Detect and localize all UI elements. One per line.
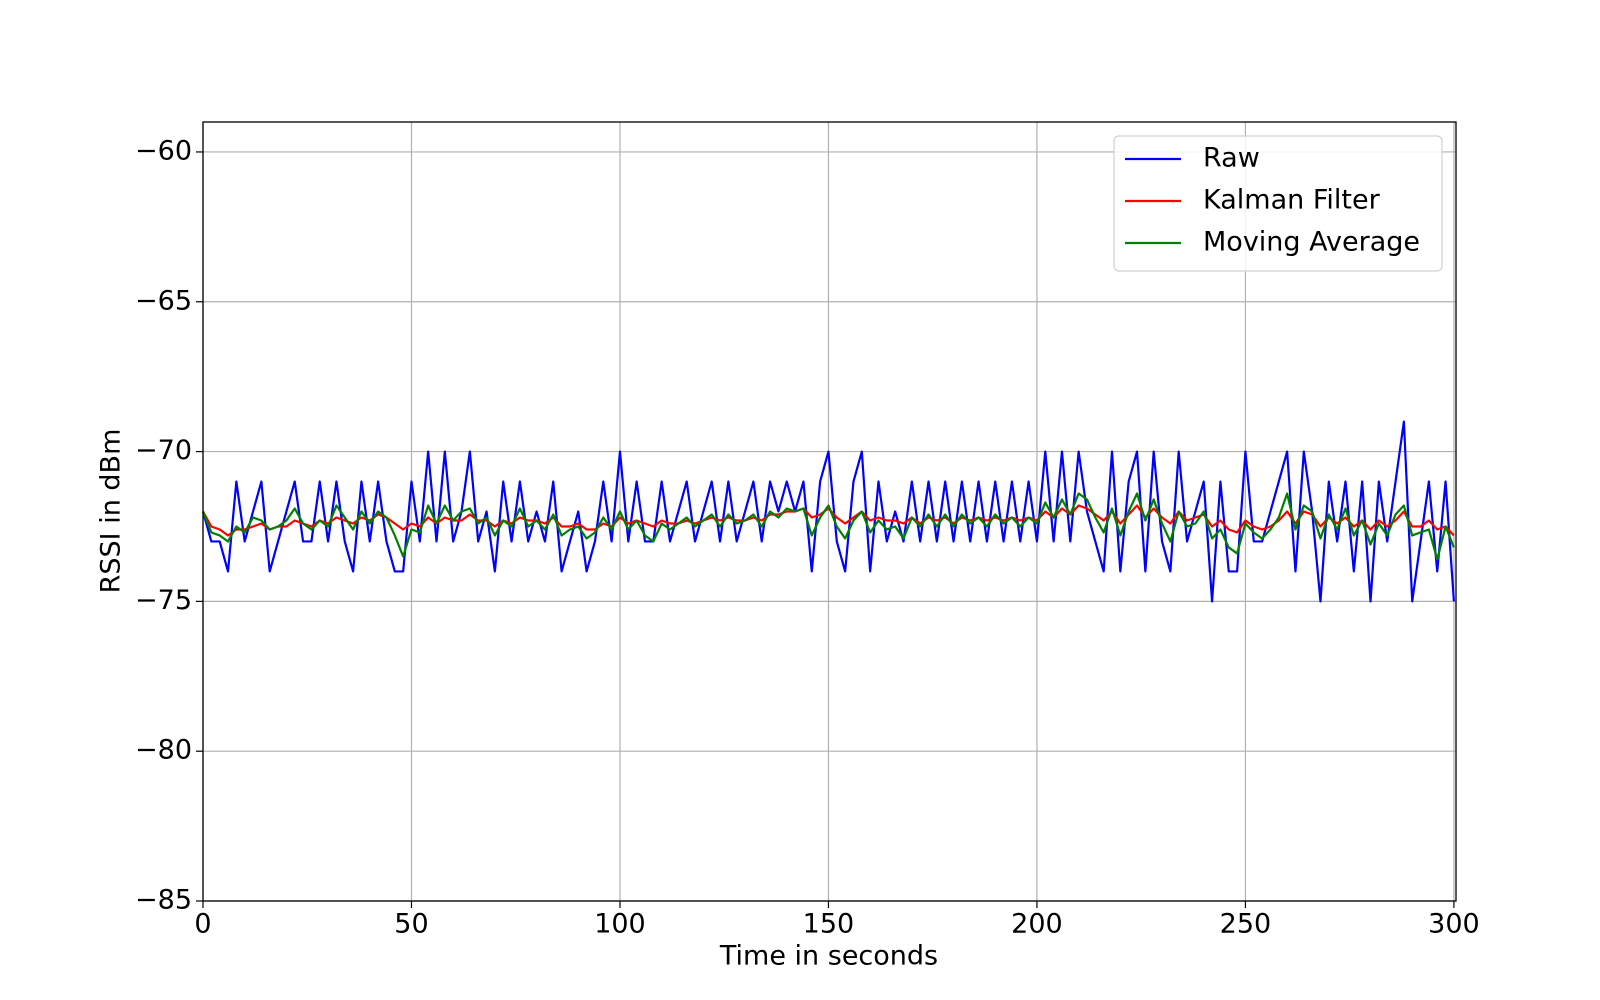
y-tick-label: −80 (135, 735, 192, 766)
y-axis-label: RSSI in dBm (96, 429, 127, 594)
y-tick-label: −75 (135, 585, 192, 616)
y-tick-label: −70 (135, 435, 192, 466)
x-tick-label: 100 (594, 909, 646, 940)
y-tick-label: −85 (135, 885, 192, 916)
x-axis-label: Time in seconds (719, 941, 938, 972)
plot-frame (202, 121, 1457, 902)
x-tick-label: 250 (1220, 909, 1272, 940)
series-line (201, 420, 1456, 603)
y-tick-label: −65 (135, 285, 192, 316)
x-tick-label: 50 (394, 909, 428, 940)
legend-label: Moving Average (1203, 227, 1420, 258)
series-line (201, 492, 1455, 561)
x-tick-label: 0 (194, 909, 211, 940)
legend-box (1113, 135, 1443, 272)
x-tick-label: 150 (803, 909, 855, 940)
x-tick-label: 200 (1011, 909, 1063, 940)
series-line (202, 504, 1455, 537)
x-tick-label: 300 (1428, 909, 1480, 940)
y-tick-label: −60 (135, 135, 192, 166)
legend-label: Kalman Filter (1203, 185, 1381, 216)
legend-label: Raw (1203, 143, 1260, 174)
